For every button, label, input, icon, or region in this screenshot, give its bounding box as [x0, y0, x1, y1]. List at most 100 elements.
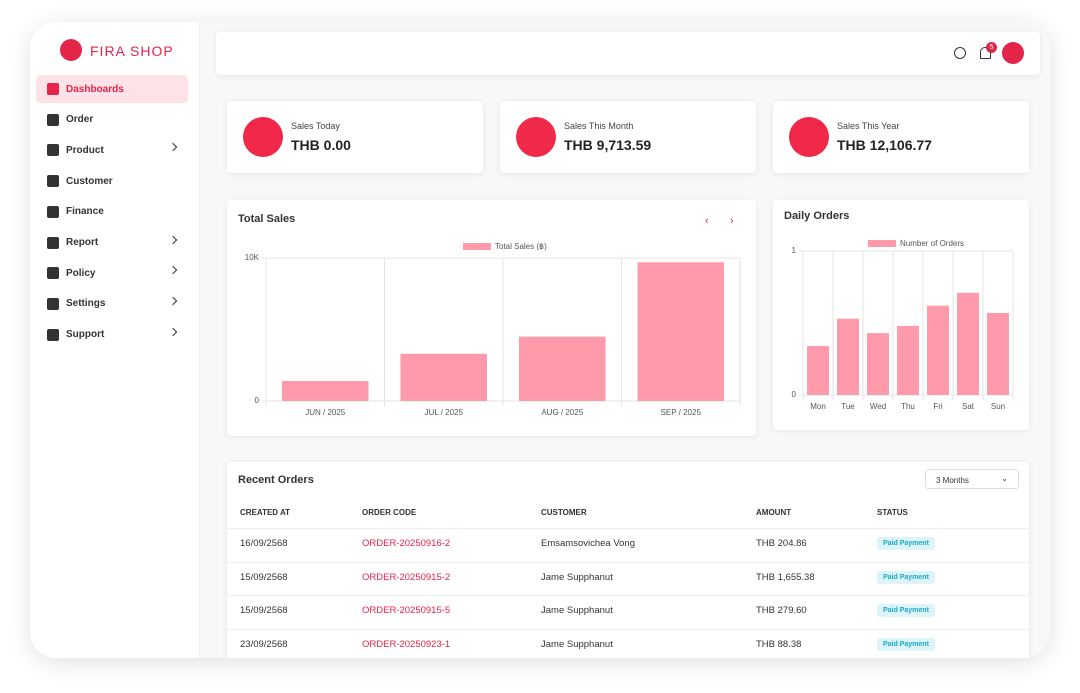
table-cell: THB 1,655.38 [756, 571, 815, 583]
x-tick-label: SEP / 2025 [661, 408, 702, 417]
logo-icon [60, 39, 82, 61]
menu-icon [47, 113, 59, 126]
menu-item[interactable]: Dashboards [36, 75, 188, 103]
menu-item[interactable]: Customer [36, 167, 188, 195]
column-header: ORDER CODE [362, 508, 417, 517]
period-select[interactable]: 3 Months ⌄ [925, 469, 1019, 489]
order-code[interactable]: ORDER-20250915-2 [362, 571, 451, 583]
chevron [168, 265, 178, 275]
notification-badge: 5 [986, 42, 997, 53]
menu-item[interactable]: Finance [36, 198, 188, 226]
chevron [168, 327, 178, 336]
x-tick-label: Fri [933, 402, 943, 411]
table-cell: 15/09/2568 [240, 571, 288, 583]
menu-icon [47, 175, 59, 188]
order-code[interactable]: ORDER-20250916-2 [362, 538, 451, 549]
legend-label: Total Sales (฿) [495, 242, 547, 251]
bar [637, 262, 725, 401]
status-badge: Paid Payment [877, 570, 935, 584]
brand: FIRA SHOP [90, 43, 174, 59]
y-tick-label: 0 [255, 396, 260, 405]
stat-label: Sales This Month [564, 121, 634, 131]
card-title: Daily Orders [784, 210, 850, 222]
order-code[interactable]: ORDER-20250923-1 [362, 638, 451, 650]
sidebar: FIRA SHOP Dashboards Order Product Customer… [30, 22, 200, 658]
x-tick-label: AUG / 2025 [541, 408, 583, 417]
table-cell: 16/09/2568 [240, 538, 288, 549]
stat-value: THB 9,713.59 [564, 137, 652, 153]
legend-swatch [463, 243, 491, 250]
chart: Number of Orders 0 1 Mon Tue Wed Thu Fri Sat Sun [792, 239, 1014, 411]
legend-label: Number of Orders [900, 239, 964, 248]
order-code[interactable]: ORDER-20250915-5 [362, 605, 451, 616]
menu-item[interactable]: Support [36, 321, 188, 349]
x-tick-label: Mon [810, 402, 826, 411]
column-header: CUSTOMER [541, 508, 587, 517]
stat-card: Sales Today THB 0.00 [227, 101, 483, 173]
menu-label: Report [66, 237, 99, 248]
daily-orders-card: Daily Orders Number of Orders 0 1 Mon Tue Wed… [773, 200, 1029, 430]
bar [897, 325, 919, 395]
menu-item[interactable]: Policy [36, 259, 188, 287]
language-icon[interactable] [954, 47, 966, 59]
dropdown-arrow: ⌄ [1001, 474, 1008, 483]
menu-item[interactable]: Product [36, 136, 188, 164]
column-header: STATUS [877, 508, 908, 517]
table-cell: Jame Supphanut [541, 571, 613, 583]
bell-icon[interactable] [980, 47, 991, 59]
menu-label: Customer [66, 175, 113, 187]
chart: Total Sales (฿) 0 10K JUN / 2025 JUL / 2025 A… [245, 242, 741, 417]
status-badge: Paid Payment [877, 637, 935, 651]
menu-item[interactable]: Order [36, 106, 188, 134]
stat-card: Sales This Year THB 12,106.77 [773, 101, 1029, 173]
row-divider [227, 528, 1029, 529]
stat-icon [789, 117, 829, 157]
x-tick-label: Sun [991, 402, 1005, 411]
stat-icon [243, 117, 283, 157]
bar [400, 353, 488, 401]
table-cell: THB 279.60 [756, 605, 807, 616]
legend-swatch [868, 240, 896, 247]
x-tick-label: JUN / 2025 [305, 408, 346, 417]
stat-value: THB 12,106.77 [837, 137, 932, 153]
chevron [168, 235, 178, 244]
menu-label: Policy [66, 267, 96, 279]
menu-icon [47, 328, 59, 341]
menu-icon [47, 205, 59, 218]
prev-button[interactable]: ‹ [705, 215, 709, 227]
row-divider [227, 628, 1029, 630]
topbar: 5 [216, 32, 1040, 75]
x-tick-label: JUL / 2025 [425, 408, 464, 417]
status-badge: Paid Payment [877, 604, 935, 617]
menu-label: Dashboards [66, 83, 124, 95]
x-tick-label: Thu [901, 402, 915, 411]
y-tick-label: 10K [245, 253, 260, 262]
period-value: 3 Months [936, 476, 969, 485]
stat-icon [516, 117, 556, 157]
stat-label: Sales Today [291, 121, 340, 131]
x-tick-label: Sat [962, 402, 975, 411]
menu-label: Support [66, 329, 105, 341]
bar [867, 333, 889, 395]
stat-label: Sales This Year [837, 121, 900, 131]
menu-item[interactable]: Report [36, 229, 188, 257]
app-frame: FIRA SHOP Dashboards Order Product Customer… [30, 22, 1050, 658]
recent-orders-card: Recent Orders 3 Months ⌄ CREATED AT ORDER … [227, 462, 1029, 658]
avatar[interactable] [1002, 42, 1024, 64]
bar [518, 336, 606, 401]
table-cell: 23/09/2568 [240, 638, 288, 650]
row-divider [227, 595, 1029, 596]
x-tick-label: Wed [870, 402, 886, 411]
table-cell: THB 204.86 [756, 538, 807, 549]
stat-card: Sales This Month THB 9,713.59 [500, 101, 756, 173]
bar [957, 292, 979, 395]
bar [987, 312, 1009, 395]
total-sales-card: Total Sales ‹ › Total Sales (฿) 0 10K JUN /… [227, 200, 756, 436]
menu-item[interactable]: Settings [36, 290, 188, 318]
bar [927, 305, 949, 395]
table-cell: 15/09/2568 [240, 605, 288, 616]
status-badge: Paid Payment [877, 537, 935, 550]
menu-icon [47, 267, 59, 280]
next-button[interactable]: › [730, 215, 734, 227]
